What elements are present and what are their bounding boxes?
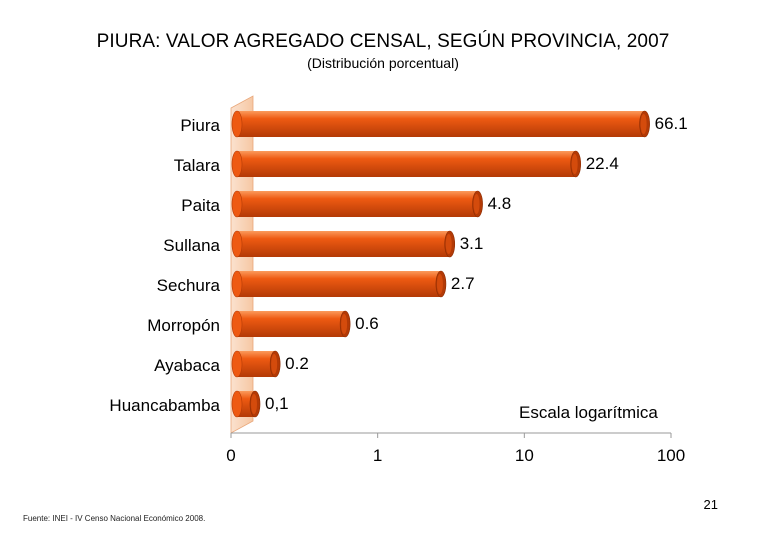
bar-morropón <box>231 310 351 338</box>
log-scale-annotation: Escala logarítmica <box>519 403 658 422</box>
value-label: 22.4 <box>586 154 619 173</box>
source-note: Fuente: INEI - IV Censo Nacional Económi… <box>23 514 206 523</box>
bar-sullana <box>231 230 456 258</box>
value-label: 2.7 <box>451 274 475 293</box>
value-label: 0,1 <box>265 394 289 413</box>
category-label: Ayabaca <box>154 356 220 375</box>
value-label: 0.2 <box>285 354 309 373</box>
bar-talara <box>231 150 582 178</box>
category-label: Piura <box>180 116 220 135</box>
category-label: Huancabamba <box>109 396 220 415</box>
chart-title: PIURA: VALOR AGREGADO CENSAL, SEGÚN PROV… <box>96 31 670 52</box>
bar-piura <box>231 110 650 138</box>
page-number: 21 <box>703 497 718 512</box>
bar-sechura <box>231 270 447 298</box>
x-tick-label: 10 <box>515 446 534 465</box>
category-label: Sullana <box>163 236 220 255</box>
value-label: 3.1 <box>460 234 484 253</box>
x-tick-label: 100 <box>657 446 685 465</box>
bar-huancabamba <box>231 390 261 418</box>
category-label: Morropón <box>147 316 220 335</box>
x-tick-label: 1 <box>373 446 382 465</box>
chart-subtitle: (Distribución porcentual) <box>307 55 459 71</box>
value-label: 66.1 <box>655 114 688 133</box>
category-label: Paita <box>181 196 220 215</box>
category-label: Sechura <box>157 276 221 295</box>
category-label: Talara <box>174 156 221 175</box>
value-label: 0.6 <box>355 314 379 333</box>
chart-backwall <box>230 95 254 434</box>
bar-paita <box>231 190 483 218</box>
value-label: 4.8 <box>488 194 512 213</box>
bar-ayabaca <box>231 350 281 378</box>
x-tick-label: 0 <box>226 446 235 465</box>
